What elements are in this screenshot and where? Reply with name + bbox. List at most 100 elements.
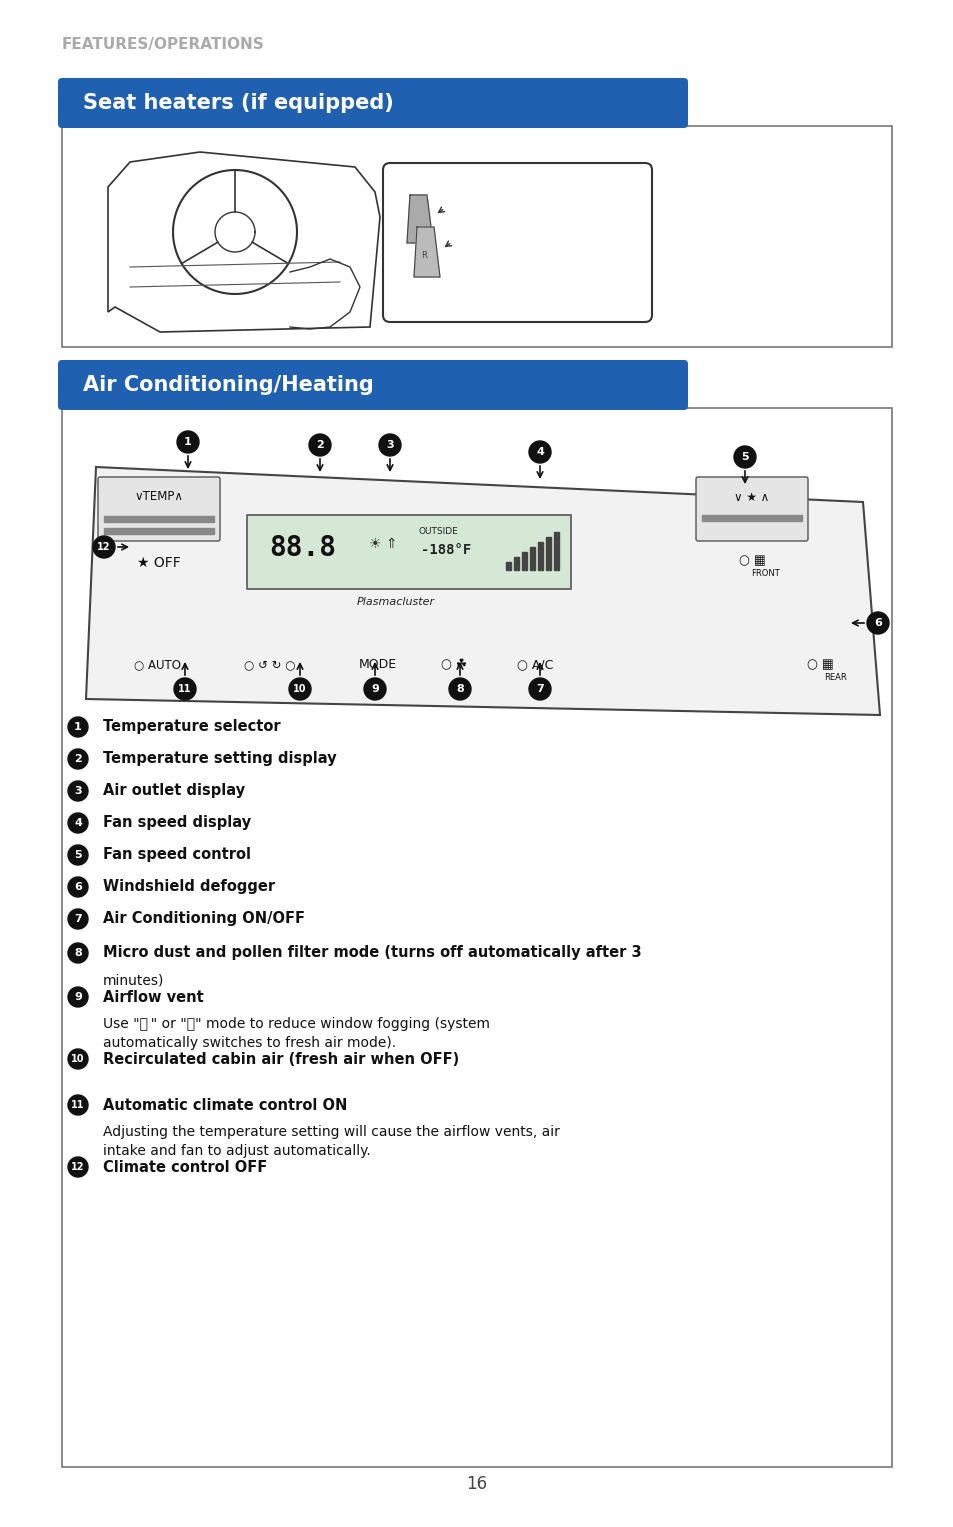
Circle shape xyxy=(68,986,88,1006)
Text: Fan speed display: Fan speed display xyxy=(103,815,251,831)
Text: FEATURES/OPERATIONS: FEATURES/OPERATIONS xyxy=(62,37,265,52)
Text: Air Conditioning ON/OFF: Air Conditioning ON/OFF xyxy=(103,912,305,927)
Text: 12: 12 xyxy=(97,542,111,551)
Circle shape xyxy=(529,441,551,463)
Text: 9: 9 xyxy=(371,684,378,693)
Polygon shape xyxy=(407,195,433,243)
Text: ∨ ★ ∧: ∨ ★ ∧ xyxy=(734,490,769,504)
Polygon shape xyxy=(86,467,879,715)
Text: 12: 12 xyxy=(71,1162,85,1173)
FancyBboxPatch shape xyxy=(58,360,687,411)
Circle shape xyxy=(68,812,88,834)
Text: ○ AUTO: ○ AUTO xyxy=(134,658,181,672)
Text: FRONT: FRONT xyxy=(751,568,780,577)
Text: 10: 10 xyxy=(71,1054,85,1064)
Text: 88.8: 88.8 xyxy=(269,534,336,562)
Text: 5: 5 xyxy=(740,452,748,463)
Circle shape xyxy=(68,844,88,864)
Text: 11: 11 xyxy=(71,1099,85,1110)
Text: Micro dust and pollen filter mode (turns off automatically after 3: Micro dust and pollen filter mode (turns… xyxy=(103,945,641,960)
FancyBboxPatch shape xyxy=(98,476,220,541)
FancyBboxPatch shape xyxy=(382,163,651,322)
Circle shape xyxy=(68,718,88,738)
Text: 5: 5 xyxy=(74,851,82,860)
Text: ○ A/C: ○ A/C xyxy=(517,658,553,672)
Circle shape xyxy=(866,612,888,634)
Polygon shape xyxy=(521,551,526,570)
Text: 11: 11 xyxy=(178,684,192,693)
Text: 4: 4 xyxy=(536,447,543,457)
Circle shape xyxy=(378,434,400,457)
Text: 3: 3 xyxy=(386,440,394,450)
Text: 7: 7 xyxy=(536,684,543,693)
Text: 1: 1 xyxy=(184,437,192,447)
Circle shape xyxy=(733,446,755,467)
Text: 10: 10 xyxy=(293,684,307,693)
Circle shape xyxy=(529,678,551,699)
Text: 4: 4 xyxy=(74,818,82,828)
Text: 1: 1 xyxy=(74,722,82,731)
Circle shape xyxy=(68,876,88,896)
Text: OUTSIDE: OUTSIDE xyxy=(417,527,457,536)
Circle shape xyxy=(449,678,471,699)
Polygon shape xyxy=(530,547,535,570)
Polygon shape xyxy=(104,528,213,534)
Text: Push: Push xyxy=(447,240,479,253)
Text: 8: 8 xyxy=(456,684,463,693)
Text: Fan speed control: Fan speed control xyxy=(103,847,251,863)
Text: 3: 3 xyxy=(74,786,82,796)
Text: 9: 9 xyxy=(74,993,82,1002)
Polygon shape xyxy=(554,531,558,570)
Circle shape xyxy=(68,1157,88,1177)
Circle shape xyxy=(68,944,88,964)
Polygon shape xyxy=(414,228,439,276)
Circle shape xyxy=(309,434,331,457)
Text: ∨TEMP∧: ∨TEMP∧ xyxy=(134,490,183,504)
Text: ★ OFF: ★ OFF xyxy=(137,556,181,570)
Text: MODE: MODE xyxy=(358,658,396,672)
Text: Plasmacluster: Plasmacluster xyxy=(356,597,435,608)
Text: 6: 6 xyxy=(74,883,82,892)
Polygon shape xyxy=(545,538,551,570)
Circle shape xyxy=(68,750,88,770)
Text: Automatic climate control ON: Automatic climate control ON xyxy=(103,1098,347,1113)
Polygon shape xyxy=(108,153,379,331)
Circle shape xyxy=(68,780,88,802)
Circle shape xyxy=(177,431,199,454)
Text: Air outlet display: Air outlet display xyxy=(103,783,245,799)
Text: Airflow vent: Airflow vent xyxy=(103,989,204,1005)
Circle shape xyxy=(173,678,195,699)
Text: Push: Push xyxy=(439,182,473,195)
FancyBboxPatch shape xyxy=(696,476,807,541)
Circle shape xyxy=(92,536,115,557)
Polygon shape xyxy=(505,562,511,570)
Circle shape xyxy=(68,909,88,928)
Text: Seat heaters (if equipped): Seat heaters (if equipped) xyxy=(83,93,394,113)
Polygon shape xyxy=(701,515,801,521)
Text: Front passenger seat: Front passenger seat xyxy=(447,261,592,275)
FancyBboxPatch shape xyxy=(247,515,571,589)
Text: 2: 2 xyxy=(74,754,82,764)
Polygon shape xyxy=(537,542,542,570)
Text: Temperature selector: Temperature selector xyxy=(103,719,280,734)
Text: ○ ▦: ○ ▦ xyxy=(738,554,764,568)
Text: R: R xyxy=(420,250,427,260)
Text: Climate control OFF: Climate control OFF xyxy=(103,1159,267,1174)
Text: Air Conditioning/Heating: Air Conditioning/Heating xyxy=(83,376,374,395)
Text: Temperature setting display: Temperature setting display xyxy=(103,751,336,767)
Polygon shape xyxy=(514,557,518,570)
Text: 16: 16 xyxy=(466,1475,487,1493)
Text: Windshield defogger: Windshield defogger xyxy=(103,880,274,895)
Text: -188°F: -188°F xyxy=(420,544,471,557)
FancyBboxPatch shape xyxy=(62,408,891,1467)
Text: minutes): minutes) xyxy=(103,973,164,986)
Text: ○ ▦: ○ ▦ xyxy=(806,658,832,672)
Text: Driver seat: Driver seat xyxy=(444,203,521,217)
FancyBboxPatch shape xyxy=(58,78,687,128)
Polygon shape xyxy=(104,516,213,522)
Text: Use "ⓦ " or "ⓦ" mode to reduce window fogging (system
automatically switches to : Use "ⓦ " or "ⓦ" mode to reduce window fo… xyxy=(103,1017,490,1051)
Circle shape xyxy=(68,1095,88,1115)
Text: 7: 7 xyxy=(74,915,82,924)
Text: Recirculated cabin air (fresh air when OFF): Recirculated cabin air (fresh air when O… xyxy=(103,1052,458,1066)
Text: ○ ☘: ○ ☘ xyxy=(440,658,467,672)
